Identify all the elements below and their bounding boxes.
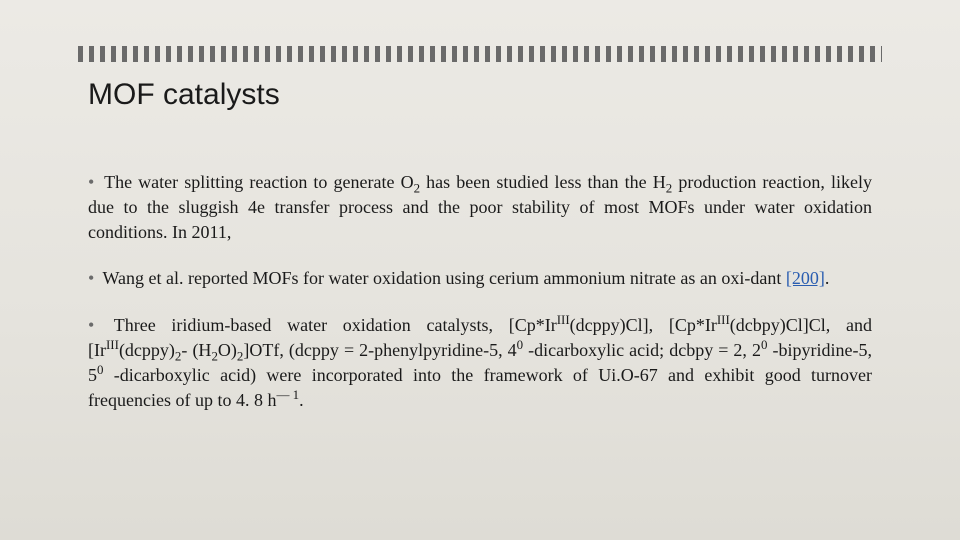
bullet-3-sup-neg1: — 1 xyxy=(276,387,299,402)
bullet-3-t0: Three iridium-based water oxidation cata… xyxy=(114,315,557,335)
bullet-3-t1: (dcppy)Cl], [Cp*Ir xyxy=(570,315,717,335)
bullet-marker: • xyxy=(88,172,94,192)
bullet-3: • Three iridium-based water oxidation ca… xyxy=(88,313,872,412)
bullet-2-text-b: . xyxy=(825,268,830,288)
bullet-3-sup-iii-1: III xyxy=(557,312,570,327)
bullet-2-text-a: Wang et al. reported MOFs for water oxid… xyxy=(103,268,786,288)
bullet-2: • Wang et al. reported MOFs for water ox… xyxy=(88,266,872,291)
bullet-3-sup-iii-3: III xyxy=(106,337,119,352)
bullet-marker: • xyxy=(88,315,94,335)
bullet-3-t7: -dicarboxylic acid; dcbpy = 2, 2 xyxy=(523,340,761,360)
bullet-3-t10: . xyxy=(299,390,304,410)
bullet-1-text-a: The water splitting reaction to generate… xyxy=(104,172,414,192)
slide-body: • The water splitting reaction to genera… xyxy=(88,170,872,435)
bullet-3-t3: (dcppy) xyxy=(119,340,175,360)
bullet-3-t5: O) xyxy=(218,340,237,360)
bullet-3-t6: ]OTf, (dcppy = 2-phenylpyridine-5, 4 xyxy=(243,340,516,360)
reference-200-link[interactable]: [200] xyxy=(786,268,825,288)
bullet-3-t4: - (H xyxy=(181,340,211,360)
slide-container: MOF catalysts • The water splitting reac… xyxy=(0,0,960,540)
top-dashed-rule xyxy=(78,46,882,62)
bullet-1: • The water splitting reaction to genera… xyxy=(88,170,872,244)
bullet-3-t9: -dicarboxylic acid) were incorporated in… xyxy=(88,365,872,410)
bullet-3-sup-iii-2: III xyxy=(717,312,730,327)
bullet-marker: • xyxy=(88,268,94,288)
slide-title: MOF catalysts xyxy=(88,78,280,112)
bullet-1-text-b: has been studied less than the H xyxy=(420,172,666,192)
